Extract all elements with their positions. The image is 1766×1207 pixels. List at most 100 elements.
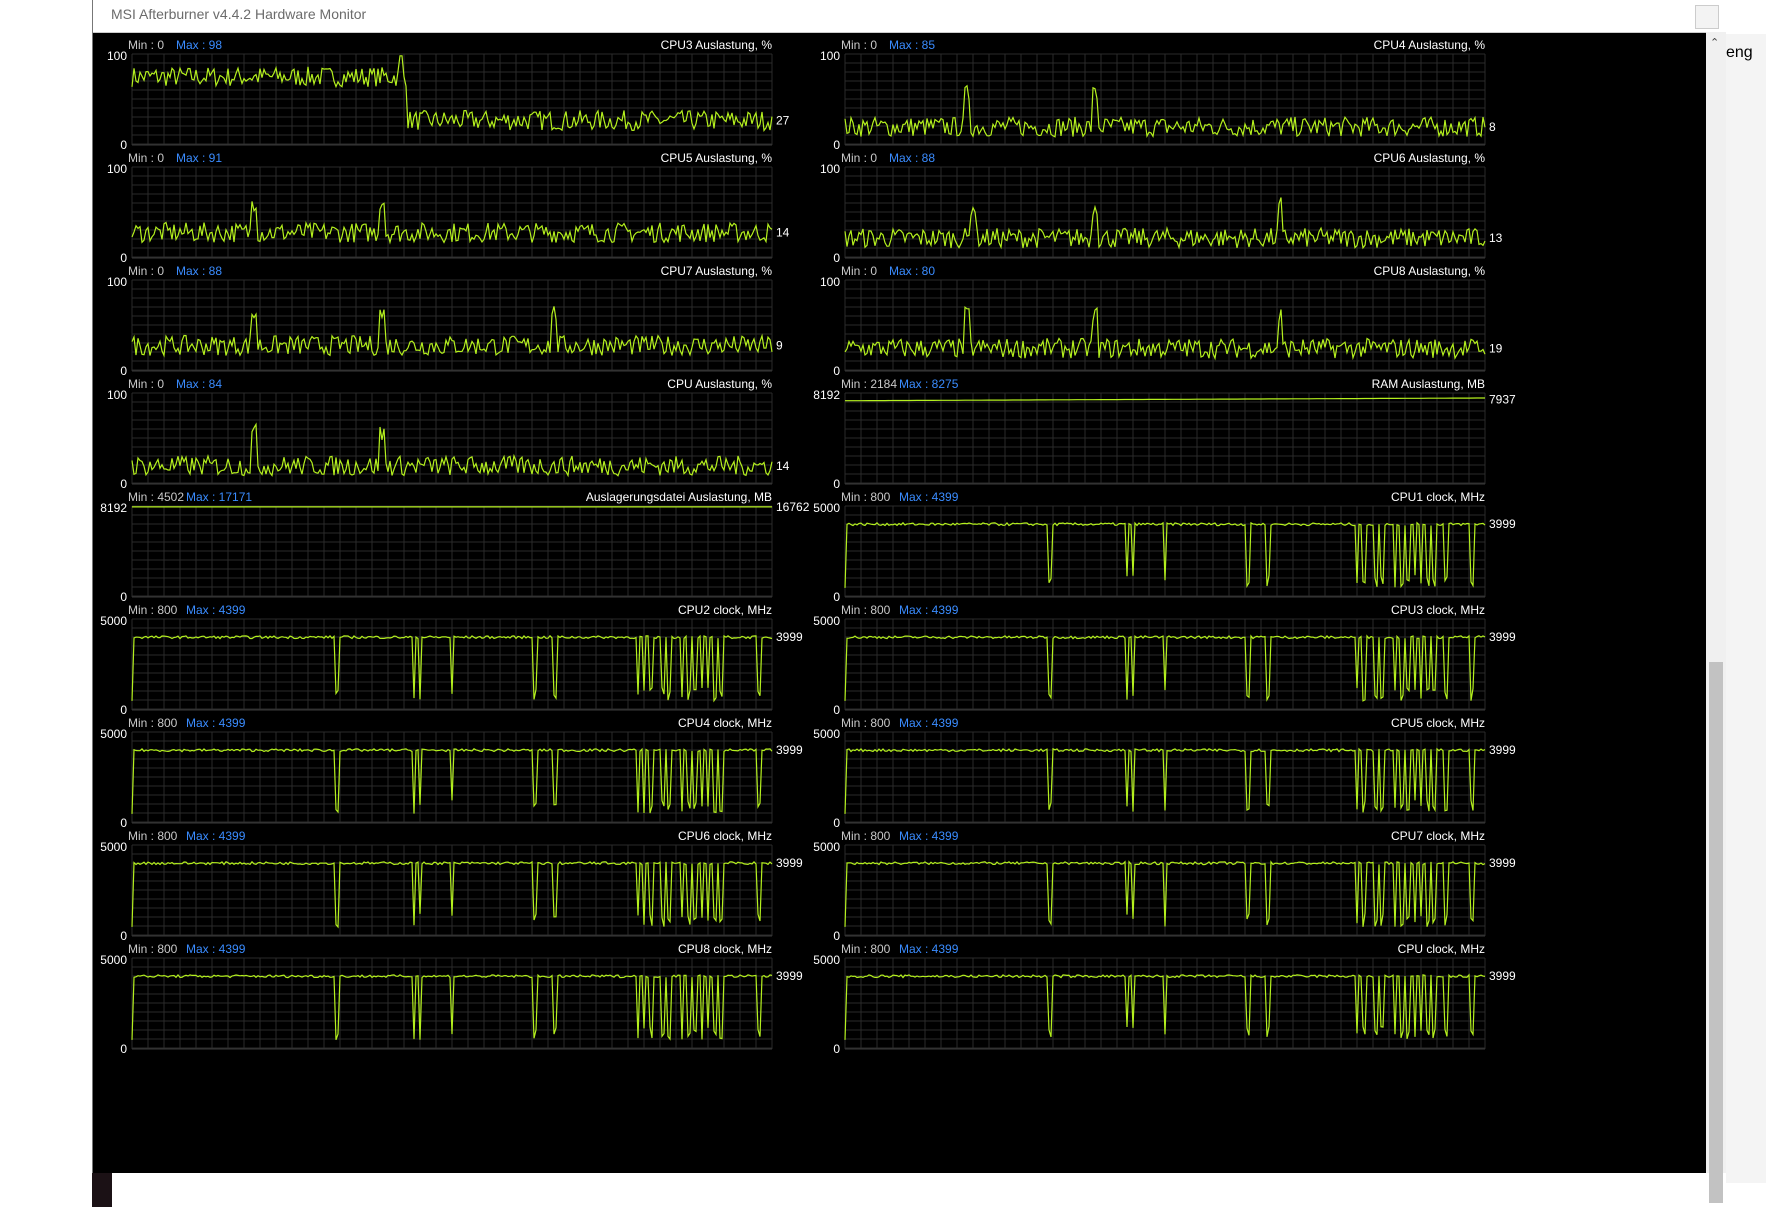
graph-title: CPU7 Auslastung, % <box>661 264 773 278</box>
graph-15: Min : 800 Max : 4399 CPU7 clock, MHz 5000 0 3… <box>813 829 1516 943</box>
graph-current-value: 16762 <box>776 500 810 514</box>
graph-min-label: Min : 4502 <box>128 490 184 504</box>
graph-max-label: Max : 98 <box>176 38 222 52</box>
graph-title: CPU Auslastung, % <box>667 377 772 391</box>
graph-title: CPU8 clock, MHz <box>678 942 772 956</box>
graph-trace <box>131 55 773 132</box>
window-title: MSI Afterburner v4.4.2 Hardware Monitor <box>111 6 367 22</box>
graph-9: Min : 800 Max : 4399 CPU1 clock, MHz 5000 0 3… <box>813 490 1516 604</box>
graph-ymin-label: 0 <box>833 929 840 943</box>
graph-ymax-label: 5000 <box>813 953 840 967</box>
graph-current-value: 3999 <box>776 856 803 870</box>
graph-title: CPU5 Auslastung, % <box>661 151 773 165</box>
graph-min-label: Min : 800 <box>841 490 891 504</box>
graph-trace <box>844 860 1486 928</box>
graph-ymin-label: 0 <box>120 703 127 717</box>
graph-min-label: Min : 2184 <box>841 377 897 391</box>
vertical-scrollbar[interactable]: ⌃ <box>1706 32 1726 1203</box>
graph-current-value: 9 <box>776 339 783 353</box>
graph-title: CPU4 clock, MHz <box>678 716 772 730</box>
graph-current-value: 14 <box>776 459 790 473</box>
graph-ymax-label: 100 <box>820 275 840 289</box>
graph-max-label: Max : 88 <box>176 264 222 278</box>
graph-trace <box>844 521 1486 589</box>
graph-min-label: Min : 0 <box>128 377 164 391</box>
graph-min-label: Min : 800 <box>128 829 178 843</box>
graph-2: Min : 0 Max : 91 CPU5 Auslastung, % 100 0 14 <box>107 151 790 265</box>
graph-ymin-label: 0 <box>833 364 840 378</box>
graph-ymax-label: 5000 <box>100 727 127 741</box>
graph-min-label: Min : 800 <box>128 603 178 617</box>
graph-ymax-label: 8192 <box>100 501 127 515</box>
graph-trace <box>131 973 773 1041</box>
graph-trace <box>844 634 1486 702</box>
graph-min-label: Min : 0 <box>841 151 877 165</box>
graph-title: CPU6 Auslastung, % <box>1374 151 1486 165</box>
graph-title: CPU3 Auslastung, % <box>661 38 773 52</box>
graph-ymax-label: 5000 <box>813 501 840 515</box>
graph-0: Min : 0 Max : 98 CPU3 Auslastung, % 100 0 27 <box>107 38 790 152</box>
graph-current-value: 13 <box>1489 231 1503 245</box>
graph-ymax-label: 100 <box>107 49 127 63</box>
graph-current-value: 3999 <box>1489 856 1516 870</box>
graph-ymax-label: 5000 <box>813 727 840 741</box>
graph-title: CPU7 clock, MHz <box>1391 829 1485 843</box>
graph-8: Min : 4502 Max : 17171 Auslagerungsdatei A… <box>100 490 809 604</box>
graph-12: Min : 800 Max : 4399 CPU4 clock, MHz 5000 0 3… <box>100 716 803 830</box>
graph-trace <box>131 201 773 245</box>
graph-ymin-label: 0 <box>120 929 127 943</box>
graph-max-label: Max : 4399 <box>899 829 959 843</box>
graph-current-value: 3999 <box>1489 517 1516 531</box>
graph-17: Min : 800 Max : 4399 CPU clock, MHz 5000 0 39… <box>813 942 1516 1056</box>
graph-min-label: Min : 0 <box>128 151 164 165</box>
graph-max-label: Max : 4399 <box>899 942 959 956</box>
graph-ymin-label: 0 <box>120 477 127 491</box>
graph-trace <box>844 973 1486 1040</box>
graph-max-label: Max : 88 <box>889 151 935 165</box>
graph-ymax-label: 100 <box>820 162 840 176</box>
graph-ymax-label: 5000 <box>100 953 127 967</box>
graph-trace <box>845 397 1485 402</box>
title-bar[interactable]: MSI Afterburner v4.4.2 Hardware Monitor <box>93 0 1719 33</box>
graph-4: Min : 0 Max : 88 CPU7 Auslastung, % 100 0 9 <box>107 264 783 378</box>
graph-14: Min : 800 Max : 4399 CPU6 clock, MHz 5000 0 3… <box>100 829 803 943</box>
graph-title: Auslagerungsdatei Auslastung, MB <box>586 490 772 504</box>
graph-11: Min : 800 Max : 4399 CPU3 clock, MHz 5000 0 3… <box>813 603 1516 717</box>
graph-ymin-label: 0 <box>833 138 840 152</box>
graph-trace <box>131 860 773 929</box>
graph-trace <box>131 747 773 814</box>
graph-max-label: Max : 17171 <box>186 490 252 504</box>
graph-ymin-label: 0 <box>833 590 840 604</box>
graph-min-label: Min : 0 <box>128 38 164 52</box>
graph-max-label: Max : 85 <box>889 38 935 52</box>
graph-current-value: 3999 <box>776 743 803 757</box>
graph-16: Min : 800 Max : 4399 CPU8 clock, MHz 5000 0 3… <box>100 942 803 1056</box>
close-button[interactable] <box>1695 5 1719 29</box>
graph-ymax-label: 100 <box>107 162 127 176</box>
graph-title: CPU5 clock, MHz <box>1391 716 1485 730</box>
graph-ymin-label: 0 <box>833 477 840 491</box>
graph-ymin-label: 0 <box>833 816 840 830</box>
graph-ymin-label: 0 <box>833 251 840 265</box>
graph-current-value: 7937 <box>1489 392 1516 406</box>
graph-ymin-label: 0 <box>120 1042 127 1056</box>
graph-5: Min : 0 Max : 80 CPU8 Auslastung, % 100 0 19 <box>820 264 1503 378</box>
graph-min-label: Min : 800 <box>841 829 891 843</box>
graph-current-value: 3999 <box>1489 743 1516 757</box>
graph-6: Min : 0 Max : 84 CPU Auslastung, % 100 0 14 <box>107 377 790 491</box>
graph-min-label: Min : 0 <box>841 38 877 52</box>
graph-max-label: Max : 4399 <box>899 716 959 730</box>
graph-max-label: Max : 4399 <box>186 942 246 956</box>
graph-trace <box>844 84 1486 138</box>
graph-trace <box>844 305 1486 361</box>
graph-current-value: 19 <box>1489 341 1503 355</box>
graph-title: CPU8 Auslastung, % <box>1374 264 1486 278</box>
graph-ymax-label: 100 <box>107 275 127 289</box>
graph-current-value: 3999 <box>1489 969 1516 983</box>
scrollbar-thumb[interactable] <box>1709 662 1723 1203</box>
scroll-up-arrow-icon[interactable]: ⌃ <box>1710 37 1720 49</box>
graph-ymin-label: 0 <box>833 1042 840 1056</box>
graph-ymin-label: 0 <box>120 816 127 830</box>
graph-trace <box>844 197 1486 250</box>
graph-max-label: Max : 4399 <box>186 829 246 843</box>
